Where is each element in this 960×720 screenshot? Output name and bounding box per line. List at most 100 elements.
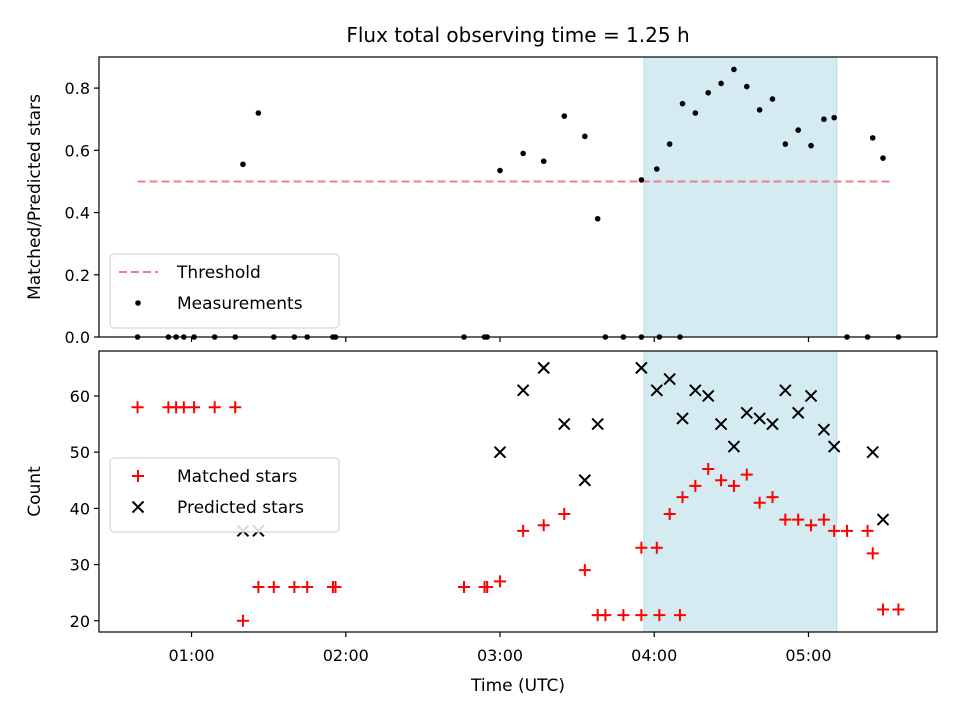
data-point bbox=[267, 581, 280, 594]
data-point bbox=[676, 491, 689, 504]
data-point bbox=[731, 66, 737, 73]
data-point bbox=[861, 524, 874, 537]
data-point bbox=[236, 614, 249, 627]
data-point bbox=[808, 142, 814, 149]
data-point bbox=[208, 401, 221, 414]
data-point bbox=[876, 513, 890, 526]
data-point bbox=[769, 96, 776, 102]
data-point bbox=[702, 389, 715, 403]
data-point bbox=[743, 83, 750, 90]
data-point bbox=[841, 524, 854, 537]
x-axis-label: Time (UTC) bbox=[470, 676, 565, 696]
data-point bbox=[756, 107, 763, 113]
data-point bbox=[753, 496, 766, 509]
data-point bbox=[766, 417, 779, 431]
data-point bbox=[635, 541, 648, 554]
data-point bbox=[740, 468, 753, 481]
top-panel: 0.0 0.2 0.4 0.6 0.8 Matched/Predicted stars Th… bbox=[25, 56, 938, 347]
data-point bbox=[831, 114, 837, 121]
y-tick-label: 0.4 bbox=[65, 204, 90, 223]
data-point bbox=[561, 113, 568, 119]
data-point bbox=[866, 445, 879, 459]
data-point bbox=[599, 609, 612, 622]
data-point bbox=[578, 564, 591, 577]
y-tick-label: 0.0 bbox=[65, 328, 90, 347]
data-point bbox=[880, 155, 886, 161]
data-point bbox=[582, 133, 588, 140]
plot-frame bbox=[98, 56, 938, 338]
data-point bbox=[255, 110, 262, 116]
chart-title: Flux total observing time = 1.25 h bbox=[346, 23, 689, 47]
data-point bbox=[727, 440, 741, 453]
data-point bbox=[301, 581, 314, 594]
data-point bbox=[892, 603, 905, 616]
data-point bbox=[727, 479, 740, 492]
data-point bbox=[252, 581, 265, 594]
data-point bbox=[805, 519, 818, 532]
data-point bbox=[666, 141, 673, 147]
data-point bbox=[131, 401, 144, 414]
data-point bbox=[702, 463, 715, 476]
data-point bbox=[638, 177, 645, 183]
data-point bbox=[821, 116, 827, 123]
data-point bbox=[877, 603, 890, 616]
legend-marker bbox=[131, 500, 145, 514]
data-point bbox=[329, 581, 342, 594]
data-point bbox=[715, 474, 728, 487]
data-point bbox=[520, 150, 526, 157]
data-point bbox=[650, 384, 664, 397]
x-tick-label: 01:00 bbox=[168, 646, 214, 665]
data-point bbox=[714, 417, 728, 431]
data-point bbox=[229, 401, 242, 414]
data-point bbox=[689, 479, 702, 492]
y-tick-label: 60 bbox=[70, 387, 90, 406]
data-point bbox=[650, 541, 663, 554]
data-point bbox=[779, 384, 792, 397]
data-point bbox=[493, 445, 507, 459]
data-point bbox=[795, 127, 801, 133]
data-point bbox=[782, 141, 789, 147]
y-tick-label: 0.8 bbox=[65, 79, 90, 98]
y-tick-label: 0.2 bbox=[65, 266, 90, 285]
x-tick-label: 05:00 bbox=[785, 646, 831, 665]
data-point bbox=[635, 609, 648, 622]
legend-label: Predicted stars bbox=[177, 498, 304, 518]
data-point bbox=[692, 110, 699, 116]
legend-label: Matched stars bbox=[177, 467, 297, 487]
data-point bbox=[537, 519, 550, 532]
data-point bbox=[594, 215, 601, 222]
data-point bbox=[663, 372, 676, 386]
data-point bbox=[635, 361, 648, 375]
data-point bbox=[177, 401, 190, 414]
data-point bbox=[766, 491, 779, 504]
y-tick-label: 30 bbox=[70, 556, 90, 575]
data-point bbox=[705, 89, 712, 96]
data-point bbox=[804, 389, 818, 403]
data-point bbox=[537, 361, 550, 375]
data-point bbox=[481, 581, 494, 594]
data-point bbox=[740, 406, 753, 420]
data-point bbox=[673, 609, 686, 622]
data-point bbox=[866, 547, 879, 560]
data-point bbox=[497, 167, 503, 174]
data-point bbox=[817, 513, 830, 526]
x-tick-label: 02:00 bbox=[323, 646, 369, 665]
bottom-panel: 20 30 40 50 60 01:00 02:00 03:00 04:00 05:00 Count… bbox=[25, 350, 938, 665]
data-point bbox=[558, 417, 571, 431]
legend-label: Measurements bbox=[177, 294, 303, 314]
data-point bbox=[458, 581, 471, 594]
y-tick-label: 40 bbox=[70, 499, 90, 518]
shaded-region bbox=[643, 56, 838, 338]
data-point bbox=[689, 384, 702, 397]
data-point bbox=[718, 80, 724, 87]
data-point bbox=[676, 412, 689, 425]
x-tick-label: 04:00 bbox=[631, 646, 677, 665]
data-point bbox=[779, 513, 792, 526]
legend-box bbox=[109, 457, 340, 533]
data-point bbox=[617, 609, 630, 622]
data-point bbox=[288, 581, 301, 594]
data-point bbox=[591, 417, 604, 431]
data-point bbox=[188, 401, 201, 414]
data-point bbox=[869, 135, 876, 141]
